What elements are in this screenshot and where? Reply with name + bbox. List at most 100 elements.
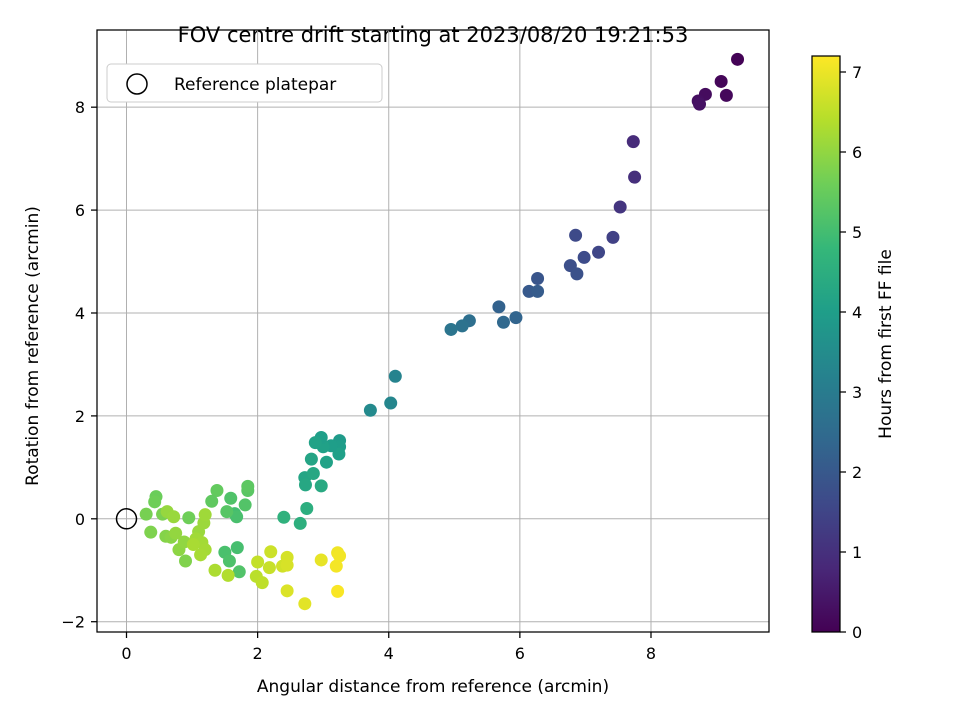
data-point <box>179 554 193 568</box>
data-point <box>280 558 294 572</box>
data-point <box>363 403 377 417</box>
x-tick-label: 6 <box>515 644 525 663</box>
data-point <box>139 507 153 521</box>
data-point <box>569 228 583 242</box>
colorbar-tick-label: 0 <box>852 623 862 642</box>
x-tick-label: 8 <box>646 644 656 663</box>
data-point <box>251 555 265 569</box>
y-tick-label: 6 <box>75 201 85 220</box>
data-point <box>222 554 236 568</box>
plot-frame <box>96 29 770 633</box>
legend-box <box>106 63 383 103</box>
data-point <box>298 478 312 492</box>
data-point <box>186 538 200 552</box>
data-point <box>592 245 606 259</box>
data-point <box>531 284 545 298</box>
colorbar-tick-label: 2 <box>852 463 862 482</box>
data-point <box>298 597 312 611</box>
data-point <box>570 267 584 281</box>
data-point <box>198 508 212 522</box>
legend: Reference platepar <box>106 63 383 103</box>
data-point <box>238 498 252 512</box>
data-point <box>384 396 398 410</box>
colorbar-tick-label: 1 <box>852 543 862 562</box>
data-point <box>492 300 506 314</box>
colorbar-tick-label: 5 <box>852 223 862 242</box>
data-point <box>509 311 523 325</box>
data-point <box>264 545 278 559</box>
colorbar-ticks: 0 1 2 3 4 5 6 7 <box>840 63 862 642</box>
data-point <box>306 467 320 481</box>
data-point <box>314 553 328 567</box>
y-axis-ticks: −2 0 2 4 6 8 <box>61 98 97 632</box>
data-point <box>293 516 307 530</box>
data-point <box>331 584 345 598</box>
data-point <box>626 135 640 149</box>
data-point <box>194 548 208 562</box>
data-point <box>628 170 642 184</box>
colorbar-tick-label: 7 <box>852 63 862 82</box>
data-point <box>230 510 244 524</box>
data-point <box>255 576 269 590</box>
data-point <box>304 452 318 466</box>
data-point <box>577 250 591 264</box>
y-axis-label: Rotation from reference (arcmin) <box>23 206 43 486</box>
data-point <box>613 200 627 214</box>
data-point <box>208 563 222 577</box>
data-point <box>319 455 333 469</box>
data-points <box>139 52 745 611</box>
data-point <box>205 494 219 508</box>
y-tick-label: 0 <box>75 510 85 529</box>
data-point <box>444 322 458 336</box>
data-point <box>169 526 183 540</box>
data-point <box>230 541 244 555</box>
y-tick-label: 4 <box>75 304 85 323</box>
data-point <box>262 561 276 575</box>
data-point <box>455 319 469 333</box>
data-point <box>531 272 545 286</box>
legend-marker <box>126 73 148 95</box>
x-tick-label: 0 <box>121 644 131 663</box>
y-tick-label: 2 <box>75 407 85 426</box>
data-point <box>329 559 343 573</box>
data-point <box>182 511 196 525</box>
data-point <box>221 568 235 582</box>
colorbar-label: Hours from first FF file <box>876 249 896 439</box>
colorbar-gradient <box>811 55 841 633</box>
colorbar: 0 1 2 3 4 5 6 7 Hours from first FF file <box>811 55 896 642</box>
data-point <box>333 549 347 563</box>
x-axis-ticks: 0 2 4 6 8 <box>121 632 656 663</box>
data-point <box>332 447 346 461</box>
chart-title: FOV centre drift starting at 2023/08/20 … <box>178 23 689 47</box>
x-axis-label: Angular distance from reference (arcmin) <box>257 677 609 697</box>
data-point <box>606 230 620 244</box>
data-point <box>693 97 707 111</box>
data-point <box>280 584 294 598</box>
data-point <box>210 484 224 498</box>
colorbar-tick-label: 4 <box>852 303 862 322</box>
data-point <box>496 315 510 329</box>
data-point <box>167 510 181 524</box>
data-point <box>300 502 314 516</box>
data-point <box>314 479 328 493</box>
y-tick-label: −2 <box>61 613 85 632</box>
data-point <box>388 369 402 383</box>
reference-platepar-marker <box>115 508 138 530</box>
data-point <box>241 479 255 493</box>
data-point <box>308 436 322 450</box>
x-tick-label: 4 <box>384 644 394 663</box>
colorbar-tick-label: 3 <box>852 383 862 402</box>
data-point <box>719 88 733 102</box>
data-point <box>148 495 162 509</box>
data-point <box>232 565 246 579</box>
y-tick-label: 8 <box>75 98 85 117</box>
x-tick-label: 2 <box>253 644 263 663</box>
colorbar-tick-label: 6 <box>852 143 862 162</box>
data-point <box>224 491 238 505</box>
legend-label: Reference platepar <box>174 75 336 95</box>
data-point <box>731 52 745 66</box>
data-point <box>714 74 728 88</box>
data-point <box>277 510 291 524</box>
data-point <box>144 525 158 539</box>
